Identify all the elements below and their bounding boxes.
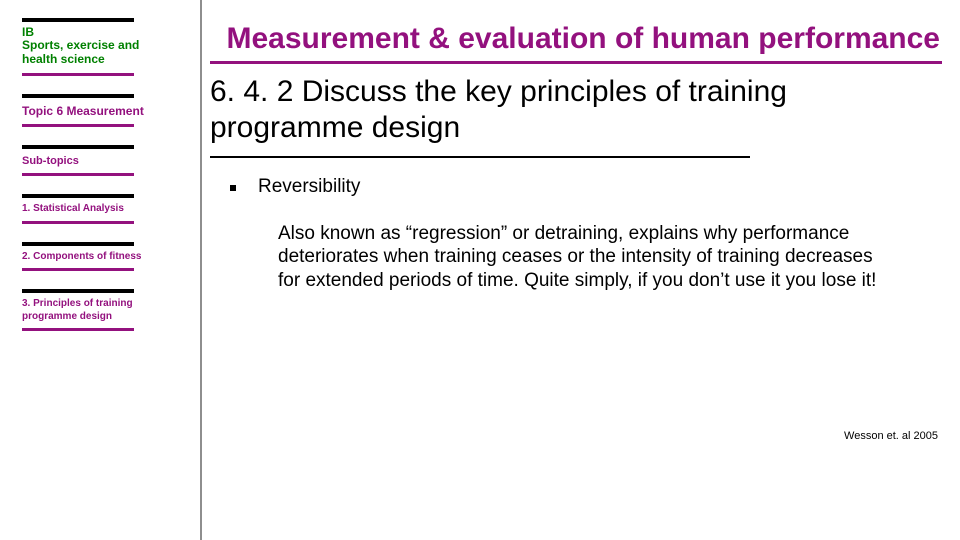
sidebar-rule-bottom: [22, 328, 134, 331]
page-title: Measurement & evaluation of human perfor…: [210, 22, 942, 57]
sidebar-block-topic: Topic 6 Measurement: [22, 94, 177, 127]
sidebar-rule-bottom: [22, 124, 134, 127]
sidebar-block-body: IB Sports, exercise and health science: [22, 22, 177, 73]
slide: IB Sports, exercise and health science T…: [0, 0, 960, 540]
sidebar-item[interactable]: 3. Principles of training programme desi…: [22, 289, 177, 331]
bullet-icon: [230, 185, 236, 191]
paragraph: Also known as “regression” or detraining…: [278, 222, 898, 293]
topic-label: Topic 6 Measurement: [22, 98, 177, 124]
content-area: Reversibility Also known as “regression”…: [210, 176, 942, 293]
sidebar-block-course: IB Sports, exercise and health science: [22, 18, 177, 76]
main-area: Measurement & evaluation of human perfor…: [210, 22, 942, 293]
heading-rule: [210, 156, 750, 158]
bullet-item: Reversibility: [230, 176, 942, 198]
sidebar-item[interactable]: 1. Statistical Analysis: [22, 194, 177, 224]
sidebar-rule-bottom: [22, 268, 134, 271]
sidebar-block-subtopics: Sub-topics: [22, 145, 177, 176]
title-rule: [210, 61, 942, 64]
sidebar-rule-bottom: [22, 221, 134, 224]
sidebar-item-label: 2. Components of fitness: [22, 246, 177, 269]
vertical-divider: [200, 0, 202, 540]
sidebar-item-label: 1. Statistical Analysis: [22, 198, 177, 221]
bullet-label: Reversibility: [258, 176, 360, 198]
course-label: Sports, exercise and health science: [22, 39, 177, 67]
section-heading: 6. 4. 2 Discuss the key principles of tr…: [210, 74, 942, 146]
sidebar: IB Sports, exercise and health science T…: [22, 18, 177, 349]
sidebar-item-label: 3. Principles of training programme desi…: [22, 293, 177, 328]
sidebar-rule-bottom: [22, 73, 134, 76]
subtopics-label: Sub-topics: [22, 149, 177, 173]
citation: Wesson et. al 2005: [844, 430, 938, 442]
sidebar-item[interactable]: 2. Components of fitness: [22, 242, 177, 272]
sidebar-rule-bottom: [22, 173, 134, 176]
